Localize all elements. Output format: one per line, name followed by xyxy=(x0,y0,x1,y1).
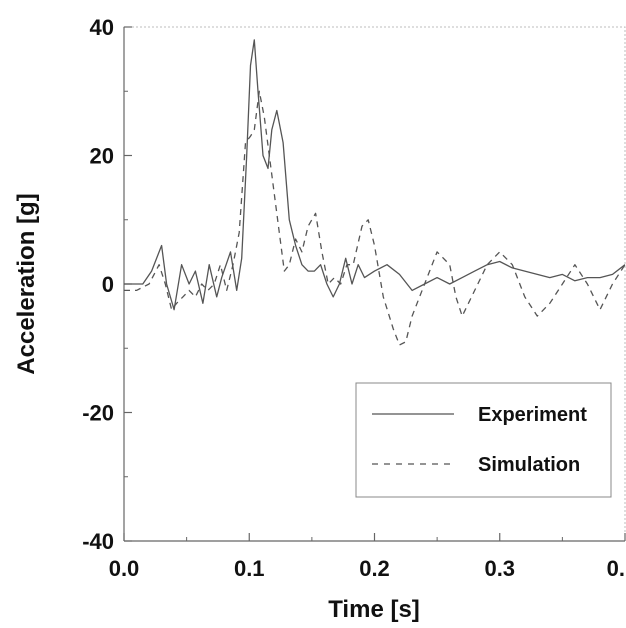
legend: Experiment Simulation xyxy=(355,382,612,498)
series-layer xyxy=(124,39,626,346)
y-axis-title: Acceleration [g] xyxy=(13,193,40,374)
series-line-simulation xyxy=(124,90,626,346)
x-axis-title: Time [s] xyxy=(328,596,420,623)
y-tick-label: 0 xyxy=(102,272,114,297)
legend-label-experiment: Experiment xyxy=(478,404,587,426)
x-tick-label: 0.1 xyxy=(234,556,265,581)
legend-label-simulation: Simulation xyxy=(478,454,580,476)
x-tick-label: 0. xyxy=(607,556,625,581)
y-tick-label: 20 xyxy=(90,144,114,169)
legend-box xyxy=(355,382,612,498)
axis-ticks: -40 -20 0 20 40 0.0 0.1 0.2 0.3 0. xyxy=(82,15,626,581)
series-line-experiment xyxy=(124,39,626,311)
x-tick-label: 0.3 xyxy=(484,556,515,581)
y-tick-label: 40 xyxy=(90,15,114,40)
x-tick-label: 0.0 xyxy=(109,556,140,581)
y-tick-label: -40 xyxy=(82,529,114,554)
x-tick-label: 0.2 xyxy=(359,556,390,581)
y-tick-label: -20 xyxy=(82,401,114,426)
